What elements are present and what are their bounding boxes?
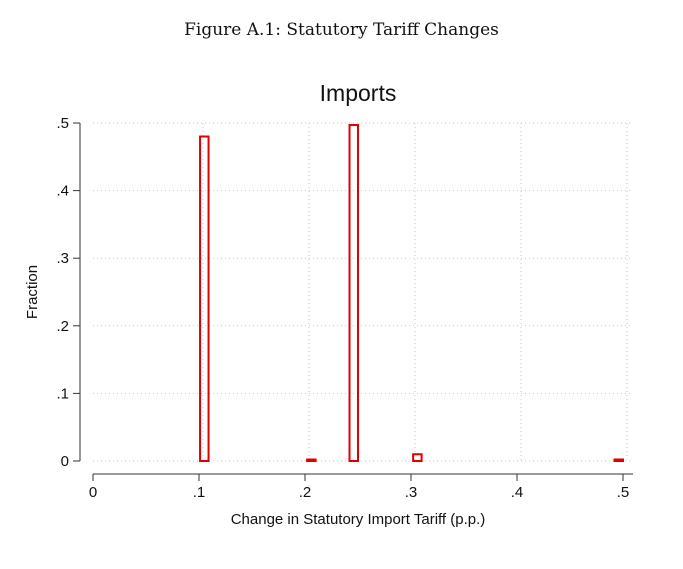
bar-layer xyxy=(199,124,625,463)
x-tick-label: .4 xyxy=(511,484,524,501)
axis-layer: 0 .1 .2 .3 .4 .5 0 .1 .2 .3 .4 .5 xyxy=(56,115,633,501)
x-tick-label: .5 xyxy=(617,484,630,501)
y-axis-label: Fraction xyxy=(24,265,41,319)
grid-layer xyxy=(93,122,633,462)
histogram-bar xyxy=(306,458,317,462)
chart-title: Imports xyxy=(320,80,397,106)
x-tick-label: 0 xyxy=(89,484,97,501)
histogram-bar xyxy=(348,124,359,462)
figure-caption: Figure A.1: Statutory Tariff Changes xyxy=(184,20,499,40)
y-tick-label: .2 xyxy=(56,318,69,335)
x-tick-label: .2 xyxy=(299,484,312,501)
x-tick-label: .1 xyxy=(193,484,206,501)
x-axis-label: Change in Statutory Import Tariff (p.p.) xyxy=(231,511,486,528)
histogram-bar xyxy=(412,453,423,462)
x-tick-label: .3 xyxy=(405,484,418,501)
y-tick-label: 0 xyxy=(61,453,69,470)
y-tick-label: .3 xyxy=(56,250,69,267)
y-tick-label: .5 xyxy=(56,115,69,132)
histogram-bar xyxy=(613,458,625,462)
histogram-bar xyxy=(199,135,210,463)
y-tick-label: .1 xyxy=(56,385,69,402)
y-tick-label: .4 xyxy=(56,183,69,200)
